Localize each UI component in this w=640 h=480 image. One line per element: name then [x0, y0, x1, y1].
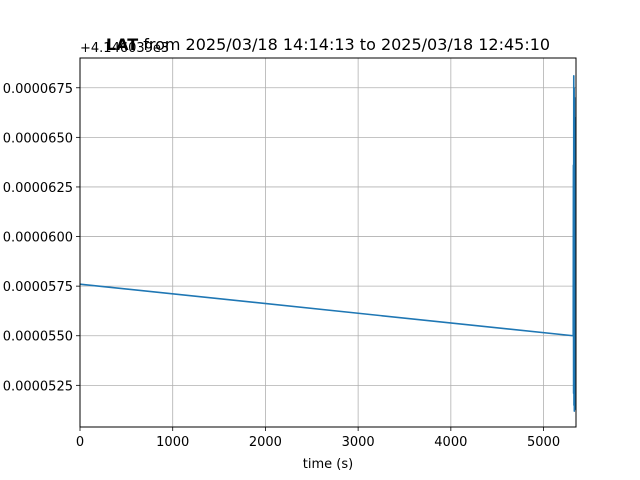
y-tick-label: 0.0000650 — [3, 131, 73, 146]
y-tick-label: 0.0000625 — [3, 181, 73, 196]
y-tick-label: 0.0000525 — [3, 379, 73, 394]
chart-title-bold: LAT — [106, 35, 138, 54]
chart-title-rest: from 2025/03/18 14:14:13 to 2025/03/18 1… — [138, 35, 550, 54]
x-axis-label: time (s) — [303, 457, 353, 472]
chart-title: LAT from 2025/03/18 14:14:13 to 2025/03/… — [106, 35, 550, 54]
series-layer — [79, 75, 577, 412]
y-axis-ticks: 0.0000525 0.0000550 0.0000575 0.0000600 0.00… — [3, 82, 80, 394]
x-tick-label: 0 — [76, 435, 84, 450]
y-tick-label: 0.0000600 — [3, 231, 73, 246]
plot-frame — [79, 57, 577, 428]
x-tick-label: 5000 — [527, 435, 560, 450]
y-tick-label: 0.0000550 — [3, 330, 73, 345]
x-tick-label: 3000 — [342, 435, 375, 450]
y-tick-label: 0.0000575 — [3, 280, 73, 295]
x-axis-ticks: 0 1000 2000 3000 4000 5000 — [76, 427, 560, 450]
grid — [79, 58, 576, 427]
x-tick-label: 1000 — [156, 435, 189, 450]
axis-offset-label: +4.146039e3 — [80, 41, 169, 56]
x-tick-label: 2000 — [249, 435, 282, 450]
series-line — [79, 75, 577, 412]
x-tick-label: 4000 — [434, 435, 467, 450]
y-tick-label: 0.0000675 — [3, 82, 73, 97]
